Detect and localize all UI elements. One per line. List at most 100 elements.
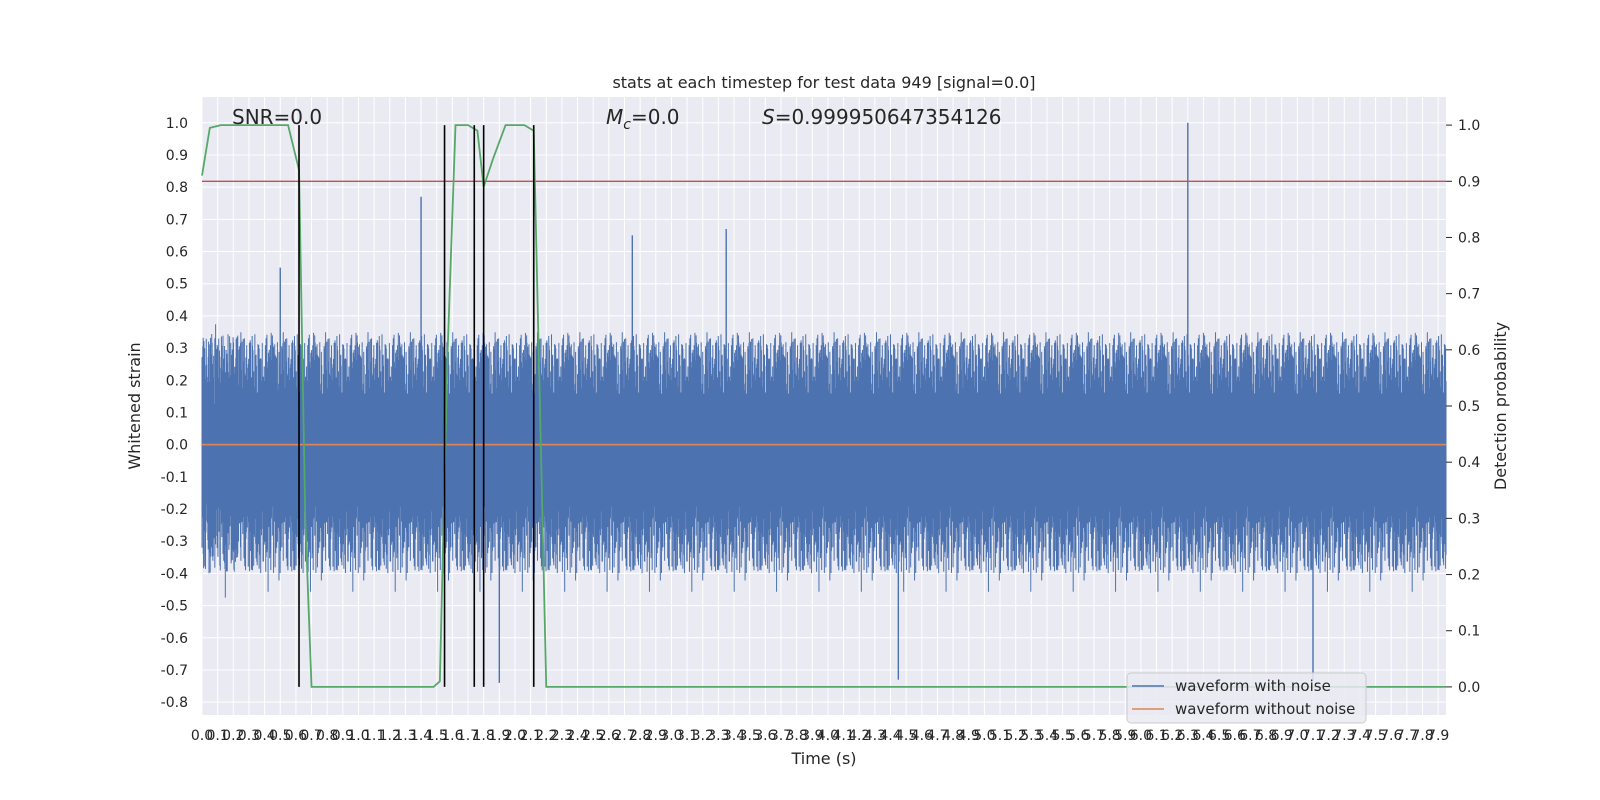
y2-tick-label: 0.3 <box>1458 511 1480 527</box>
x-tick-label: 3.1 <box>676 728 698 744</box>
x-tick-label: 4.5 <box>895 728 917 744</box>
y2-tick-label: 0.5 <box>1458 399 1480 415</box>
y2-axis-label: Detection probability <box>1491 322 1510 490</box>
x-tick-label: 5.1 <box>989 728 1011 744</box>
y-tick-label: 0.7 <box>166 212 188 228</box>
x-tick-label: 0.7 <box>300 728 322 744</box>
x-tick-label: 7.6 <box>1380 728 1402 744</box>
y-tick-label: -0.3 <box>161 534 188 550</box>
x-tick-label: 1.6 <box>441 728 463 744</box>
x-tick-label: 7.9 <box>1427 728 1449 744</box>
x-tick-label: 2.5 <box>582 728 604 744</box>
x-tick-labels: 0.00.10.20.30.40.50.60.70.80.91.01.11.21… <box>191 728 1449 744</box>
y-tick-label: 0.8 <box>166 180 188 196</box>
x-tick-label: 7.3 <box>1333 728 1355 744</box>
y2-tick-labels: 0.0 0.1 0.2 0.3 0.4 0.5 0.6 0.7 0.8 0.9 1.0 <box>1446 118 1480 696</box>
x-tick-label: 4.2 <box>848 728 870 744</box>
x-tick-label: 1.3 <box>394 728 416 744</box>
x-tick-label: 5.2 <box>1005 728 1027 744</box>
x-tick-label: 0.9 <box>332 728 354 744</box>
x-tick-label: 3.2 <box>692 728 714 744</box>
x-tick-label: 3.4 <box>723 728 745 744</box>
x-tick-label: 7.2 <box>1318 728 1340 744</box>
y2-tick-label: 0.6 <box>1458 343 1480 359</box>
x-tick-label: 5.6 <box>1067 728 1089 744</box>
x-tick-label: 4.0 <box>817 728 839 744</box>
x-tick-label: 6.6 <box>1224 728 1246 744</box>
y-tick-label: -0.2 <box>161 502 188 518</box>
x-tick-label: 7.7 <box>1396 728 1418 744</box>
x-tick-label: 0.2 <box>222 728 244 744</box>
s-symbol: S <box>762 105 775 129</box>
x-tick-label: 4.9 <box>958 728 980 744</box>
x-tick-label: 7.8 <box>1411 728 1433 744</box>
x-tick-label: 5.8 <box>1098 728 1120 744</box>
y-axis-label: Whitened strain <box>125 342 144 469</box>
y-tick-label: -0.6 <box>161 631 188 647</box>
x-tick-label: 5.3 <box>1020 728 1042 744</box>
y-tick-labels: -0.8 -0.7 -0.6 -0.5 -0.4 -0.3 -0.2 -0.1 0.0 0.1 0.… <box>161 116 188 711</box>
x-tick-label: 0.6 <box>285 728 307 744</box>
y-tick-label: 1.0 <box>166 116 188 132</box>
x-tick-label: 1.4 <box>410 728 432 744</box>
x-tick-label: 3.6 <box>754 728 776 744</box>
x-tick-label: 1.7 <box>457 728 479 744</box>
y-tick-label: 0.3 <box>166 341 188 357</box>
x-tick-label: 4.7 <box>926 728 948 744</box>
y-tick-label: 0.9 <box>166 148 188 164</box>
mc-symbol: M <box>606 105 623 129</box>
y2-tick-label: 1.0 <box>1458 118 1480 134</box>
y2-tick-label: 0.0 <box>1458 680 1480 696</box>
x-tick-label: 0.4 <box>253 728 275 744</box>
x-axis-label: Time (s) <box>790 749 856 768</box>
y-tick-label: 0.0 <box>166 438 188 454</box>
series-detection-probability <box>201 124 1446 688</box>
y2-tick-label: 0.4 <box>1458 455 1480 471</box>
x-tick-label: 1.0 <box>347 728 369 744</box>
x-tick-label: 5.5 <box>1051 728 1073 744</box>
legend-box <box>1126 672 1367 724</box>
vertical-markers <box>298 125 535 687</box>
y-tick-label: 0.6 <box>166 245 188 261</box>
y-tick-label: -0.5 <box>161 599 188 615</box>
x-tick-label: 0.1 <box>207 728 229 744</box>
y2-tick-label: 0.2 <box>1458 568 1480 584</box>
x-tick-label: 0.0 <box>191 728 213 744</box>
x-tick-label: 2.1 <box>519 728 541 744</box>
x-tick-label: 6.7 <box>1239 728 1261 744</box>
y-tick-label: -0.7 <box>161 663 188 679</box>
x-tick-label: 4.3 <box>864 728 886 744</box>
x-tick-label: 3.9 <box>801 728 823 744</box>
x-tick-label: 6.9 <box>1271 728 1293 744</box>
x-tick-label: 3.3 <box>707 728 729 744</box>
x-tick-label: 6.0 <box>1130 728 1152 744</box>
y-tick-label: 0.1 <box>166 405 188 421</box>
x-tick-label: 6.2 <box>1161 728 1183 744</box>
x-tick-label: 5.0 <box>973 728 995 744</box>
x-tick-label: 2.0 <box>504 728 526 744</box>
x-tick-label: 3.7 <box>770 728 792 744</box>
s-annotation: S=0.999950647354126 <box>762 105 1001 129</box>
legend-label-without-noise: waveform without noise <box>1175 700 1355 718</box>
y-tick-label: -0.4 <box>161 566 188 582</box>
x-tick-label: 3.8 <box>785 728 807 744</box>
x-tick-label: 6.1 <box>1145 728 1167 744</box>
y-tick-label: -0.1 <box>161 470 188 486</box>
x-tick-label: 7.0 <box>1286 728 1308 744</box>
mc-value: =0.0 <box>631 105 680 129</box>
x-tick-label: 0.5 <box>269 728 291 744</box>
x-tick-label: 7.4 <box>1349 728 1371 744</box>
x-tick-label: 4.4 <box>879 728 901 744</box>
legend: waveform with noise waveform without noi… <box>1126 672 1367 724</box>
series-layer <box>201 124 1446 688</box>
x-tick-label: 4.8 <box>942 728 964 744</box>
x-tick-label: 2.6 <box>598 728 620 744</box>
x-tick-label: 3.0 <box>660 728 682 744</box>
snr-annotation: SNR=0.0 <box>232 105 322 129</box>
x-tick-label: 0.3 <box>238 728 260 744</box>
x-tick-label: 6.8 <box>1255 728 1277 744</box>
y-tick-label: 0.5 <box>166 277 188 293</box>
y2-tick-label: 0.9 <box>1458 174 1480 190</box>
x-tick-label: 3.5 <box>739 728 761 744</box>
